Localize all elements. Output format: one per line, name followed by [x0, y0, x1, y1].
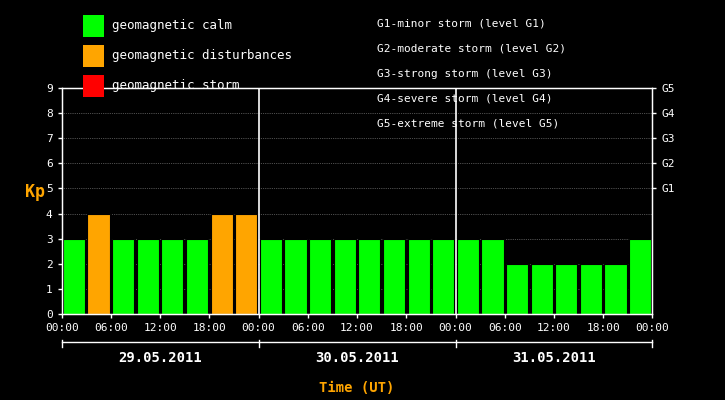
Bar — [555, 264, 577, 314]
Text: 29.05.2011: 29.05.2011 — [118, 351, 202, 365]
Bar — [407, 239, 430, 314]
Text: 31.05.2011: 31.05.2011 — [512, 351, 596, 365]
Bar — [334, 239, 356, 314]
Text: G2-moderate storm (level G2): G2-moderate storm (level G2) — [377, 44, 566, 54]
Bar — [629, 239, 651, 314]
Text: G5-extreme storm (level G5): G5-extreme storm (level G5) — [377, 118, 559, 128]
Bar — [432, 239, 455, 314]
Bar — [210, 214, 233, 314]
Bar — [383, 239, 405, 314]
Bar — [358, 239, 381, 314]
Bar — [235, 214, 257, 314]
Text: geomagnetic storm: geomagnetic storm — [112, 80, 240, 92]
Bar — [531, 264, 552, 314]
Bar — [506, 264, 529, 314]
Text: G4-severe storm (level G4): G4-severe storm (level G4) — [377, 93, 552, 103]
Text: 30.05.2011: 30.05.2011 — [315, 351, 399, 365]
Bar — [260, 239, 282, 314]
Bar — [186, 239, 208, 314]
Bar — [457, 239, 479, 314]
Text: geomagnetic disturbances: geomagnetic disturbances — [112, 50, 292, 62]
Text: Time (UT): Time (UT) — [320, 381, 394, 395]
Bar — [481, 239, 504, 314]
Text: G3-strong storm (level G3): G3-strong storm (level G3) — [377, 69, 552, 78]
Text: G1-minor storm (level G1): G1-minor storm (level G1) — [377, 19, 546, 29]
Bar — [309, 239, 331, 314]
Bar — [284, 239, 307, 314]
Bar — [605, 264, 626, 314]
Text: geomagnetic calm: geomagnetic calm — [112, 20, 233, 32]
Bar — [137, 239, 159, 314]
Y-axis label: Kp: Kp — [25, 183, 45, 201]
Bar — [112, 239, 134, 314]
Bar — [162, 239, 183, 314]
Bar — [580, 264, 602, 314]
Bar — [63, 239, 85, 314]
Bar — [88, 214, 109, 314]
